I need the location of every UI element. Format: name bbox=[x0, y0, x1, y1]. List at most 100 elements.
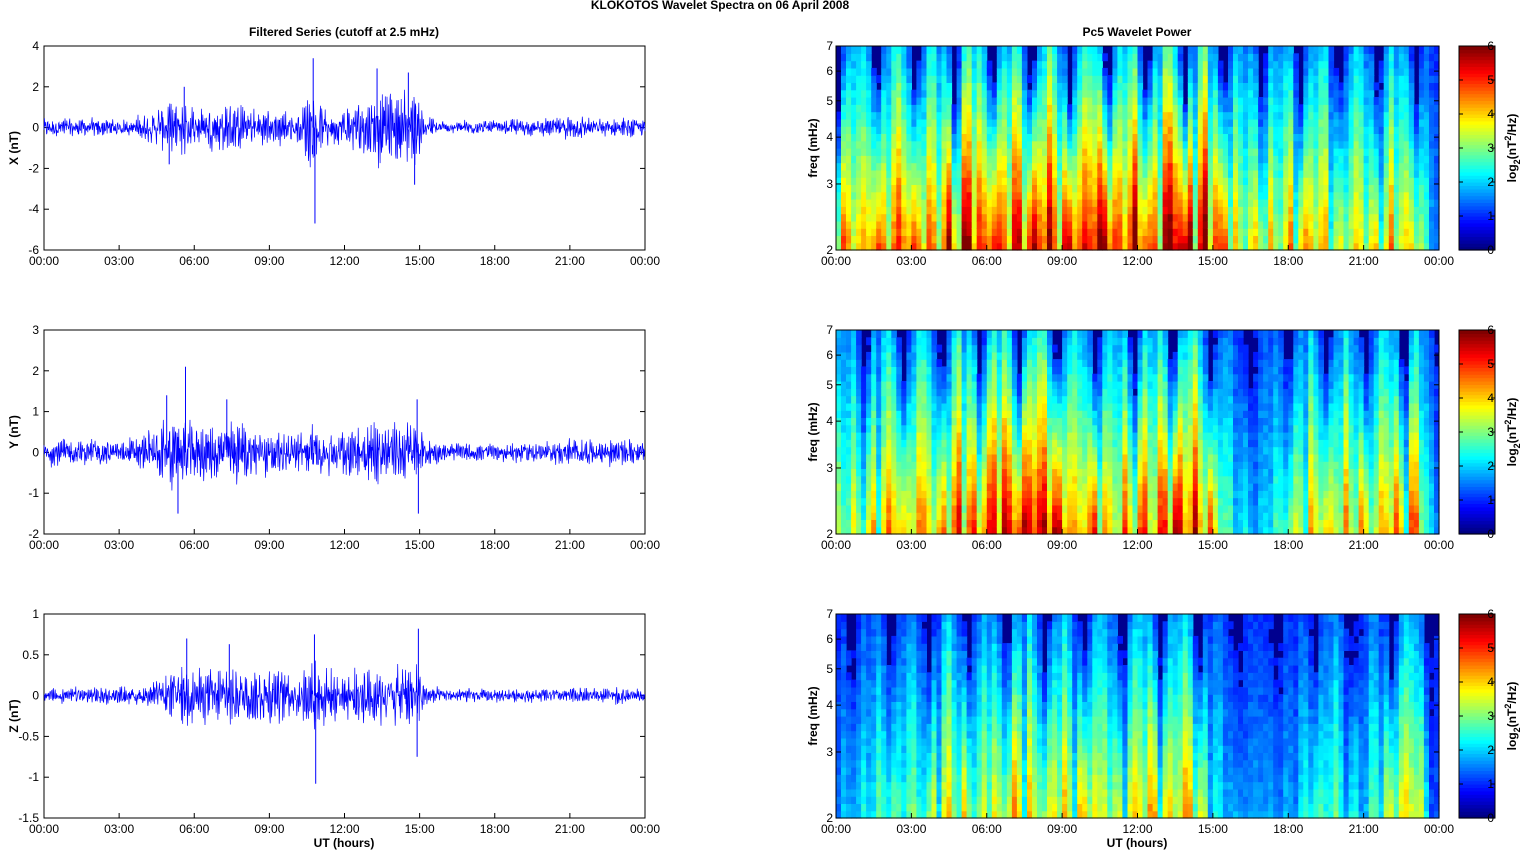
heatmap-cell bbox=[906, 453, 912, 462]
heatmap-cell bbox=[901, 97, 907, 105]
heatmap-cell bbox=[961, 519, 968, 528]
heatmap-cell bbox=[1147, 67, 1154, 76]
heatmap-cell bbox=[1363, 126, 1370, 134]
heatmap-cell bbox=[1283, 126, 1289, 134]
heatmap-cell bbox=[876, 155, 882, 164]
heatmap-cell bbox=[1097, 213, 1103, 222]
heatmap-cell bbox=[951, 162, 958, 171]
heatmap-cell bbox=[921, 424, 927, 433]
heatmap-cell bbox=[1077, 228, 1083, 236]
heatmap-cell bbox=[841, 169, 847, 178]
heatmap-cell bbox=[1217, 162, 1224, 171]
heatmap-cell bbox=[1233, 133, 1239, 142]
heatmap-cell bbox=[1313, 177, 1319, 185]
heatmap-cell bbox=[1303, 67, 1309, 76]
heatmap-cell bbox=[1001, 410, 1008, 418]
heatmap-cell bbox=[1021, 82, 1028, 91]
heatmap-cell bbox=[906, 97, 912, 105]
heatmap-cell bbox=[1212, 133, 1219, 142]
heatmap-cell bbox=[1037, 155, 1043, 164]
heatmap-cell bbox=[1263, 148, 1269, 156]
heatmap-cell bbox=[931, 206, 938, 215]
heatmap-cell bbox=[1027, 381, 1033, 389]
heatmap-cell bbox=[946, 67, 953, 76]
heatmap-cell bbox=[1092, 162, 1098, 171]
heatmap-cell bbox=[1032, 497, 1038, 506]
heatmap-cell bbox=[936, 111, 943, 120]
heatmap-cell bbox=[911, 439, 917, 448]
heatmap-cell bbox=[1323, 133, 1329, 142]
heatmap-cell bbox=[1157, 104, 1164, 113]
heatmap-cell bbox=[1253, 60, 1259, 69]
heatmap-cell bbox=[1243, 89, 1249, 98]
heatmap-cell bbox=[1021, 424, 1028, 433]
heatmap-cell bbox=[891, 220, 897, 229]
heatmap-cell bbox=[956, 228, 963, 236]
heatmap-cell bbox=[1217, 133, 1224, 142]
heatmap-cell bbox=[881, 395, 887, 404]
heatmap-cell bbox=[1001, 111, 1008, 120]
heatmap-cell bbox=[1398, 133, 1405, 142]
heatmap-cell bbox=[1273, 206, 1279, 215]
heatmap-cell bbox=[1378, 75, 1385, 83]
heatmap-cell bbox=[851, 133, 857, 142]
heatmap-cell bbox=[996, 126, 1003, 134]
heatmap-cell bbox=[1263, 60, 1269, 69]
heatmap-cell bbox=[1112, 228, 1118, 236]
heatmap-cell bbox=[1152, 191, 1159, 200]
heatmap-cell bbox=[956, 526, 963, 535]
heatmap-cell bbox=[1353, 60, 1360, 69]
heatmap-cell bbox=[1107, 381, 1113, 389]
heatmap-cell bbox=[936, 126, 943, 134]
heatmap-cell bbox=[1228, 228, 1234, 236]
heatmap-cell bbox=[1021, 140, 1028, 149]
heatmap-cell bbox=[1112, 206, 1118, 215]
heatmap-cell bbox=[1011, 162, 1018, 171]
heatmap-cell bbox=[1197, 220, 1204, 229]
heatmap-cell bbox=[1187, 199, 1194, 207]
heatmap-cell bbox=[841, 432, 847, 440]
heatmap-cell bbox=[1333, 89, 1340, 98]
heatmap-cell bbox=[981, 446, 988, 455]
heatmap-cell bbox=[1062, 504, 1068, 513]
heatmap-cell bbox=[1328, 177, 1335, 185]
heatmap-cell bbox=[1137, 162, 1144, 171]
heatmap-cell bbox=[1097, 366, 1103, 375]
heatmap-cell bbox=[1434, 191, 1440, 200]
heatmap-cell bbox=[1298, 199, 1304, 207]
heatmap-cell bbox=[1343, 199, 1350, 207]
heatmap-cell bbox=[841, 330, 847, 338]
heatmap-cell bbox=[1293, 235, 1299, 244]
colorbar-cell bbox=[1459, 127, 1495, 132]
heatmap-cell bbox=[876, 191, 882, 200]
heatmap-cell bbox=[921, 402, 927, 411]
heatmap-cell bbox=[1001, 220, 1008, 229]
heatmap-cell bbox=[1323, 111, 1329, 120]
heatmap-cell bbox=[1268, 199, 1274, 207]
heatmap-cell bbox=[1001, 169, 1008, 178]
heatmap-cell bbox=[846, 483, 852, 491]
heatmap-cell bbox=[1217, 220, 1224, 229]
heatmap-cell bbox=[1027, 242, 1033, 251]
heatmap-cell bbox=[1147, 118, 1154, 127]
heatmap-cell bbox=[1152, 169, 1159, 178]
heatmap-cell bbox=[861, 206, 867, 215]
heatmap-cell bbox=[1207, 169, 1214, 178]
heatmap-cell bbox=[1313, 213, 1319, 222]
heatmap-cell bbox=[906, 461, 912, 469]
heatmap-cell bbox=[1132, 82, 1139, 91]
heatmap-cell bbox=[986, 206, 993, 215]
heatmap-cell bbox=[886, 126, 892, 134]
heatmap-cell bbox=[1047, 344, 1053, 353]
heatmap-cell bbox=[1338, 148, 1345, 156]
heatmap-cell bbox=[1348, 140, 1355, 149]
heatmap-cell bbox=[961, 148, 968, 156]
heatmap-cell bbox=[981, 155, 988, 164]
heatmap-cell bbox=[846, 177, 852, 185]
heatmap-cell bbox=[841, 490, 847, 499]
colorbar-cell bbox=[1459, 205, 1495, 210]
heatmap-cell bbox=[1077, 242, 1083, 251]
heatmap-cell bbox=[861, 133, 867, 142]
heatmap-cell bbox=[966, 213, 973, 222]
heatmap-cell bbox=[861, 140, 867, 149]
